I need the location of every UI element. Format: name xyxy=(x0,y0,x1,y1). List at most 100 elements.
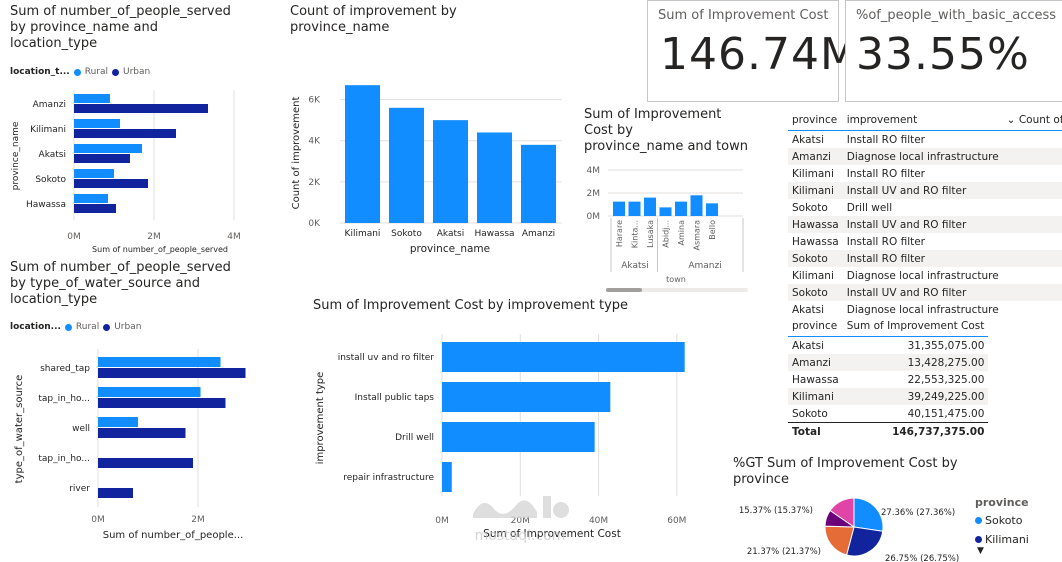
table-row[interactable]: Kilimani Install UV and RO filter xyxy=(788,182,1062,199)
legend-scroll-down-icon[interactable]: ▼ xyxy=(977,546,984,556)
bar-urban[interactable] xyxy=(98,458,193,468)
column-header-count[interactable]: ⌄ Count of Impr xyxy=(1003,110,1062,131)
legend-swatch-urban xyxy=(112,68,119,76)
cell-cost: 22,553,325.00 xyxy=(907,373,985,386)
column-header[interactable]: province xyxy=(792,114,838,126)
bar-urban[interactable] xyxy=(98,368,246,378)
table-row[interactable]: Sokoto 40,151,475.00 xyxy=(788,405,988,423)
table-row[interactable]: Akatsi Diagnose local infrastructure xyxy=(788,301,1062,316)
bar[interactable] xyxy=(690,195,703,216)
legend-item-urban[interactable]: Urban xyxy=(123,67,151,77)
bar[interactable] xyxy=(675,201,687,216)
legend-item-urban[interactable]: Urban xyxy=(114,322,142,332)
cell-count xyxy=(1002,182,1062,199)
bar-rural[interactable] xyxy=(74,169,114,178)
chart-count-by-province: 0K 2K 4K 6K Kilimani Sokoto Akatsi Hawassa Amanz… xyxy=(291,85,562,255)
table-row[interactable]: Akatsi Install RO filter xyxy=(788,131,1062,149)
table-row[interactable]: Kilimani Diagnose local infrastructure xyxy=(788,267,1062,284)
chart-cost-by-improvement-type: 0M 20M 40M 60M install uv and ro filter Insta… xyxy=(315,334,686,540)
table-row[interactable]: Amanzi Diagnose local infrastructure xyxy=(788,148,1062,165)
title-line: %GT Sum of Improvement Cost by xyxy=(733,456,958,471)
table-improvements: province improvement ⌄ Count of Impr Aka… xyxy=(788,110,1062,315)
bar-rural[interactable] xyxy=(74,194,108,203)
bar[interactable] xyxy=(521,144,556,223)
bar-urban[interactable] xyxy=(74,204,116,213)
cell-count xyxy=(1002,148,1062,165)
y-tick-label: 6K xyxy=(308,96,321,106)
column-header[interactable]: improvement xyxy=(846,114,918,126)
bar-rural[interactable] xyxy=(98,417,138,427)
legend-label: Kilimani xyxy=(985,533,1029,546)
cell-province: Kilimani xyxy=(792,167,834,180)
bar-rural[interactable] xyxy=(74,94,110,103)
cell-count xyxy=(1003,131,1062,149)
x-axis-title: province_name xyxy=(410,243,490,255)
legend-swatch-rural xyxy=(64,323,72,331)
y-tick-label: Akatsi xyxy=(39,150,66,160)
bar-urban[interactable] xyxy=(74,104,208,113)
table-row[interactable]: Hawassa 22,553,325.00 xyxy=(788,371,988,388)
cell-province: Hawassa xyxy=(792,235,839,248)
bar[interactable] xyxy=(389,107,424,223)
bar-urban[interactable] xyxy=(74,154,130,163)
bar[interactable] xyxy=(345,85,380,223)
bar[interactable] xyxy=(613,201,625,216)
bar[interactable] xyxy=(442,462,452,492)
y-tick-label: Amanzi xyxy=(33,100,66,110)
bar[interactable] xyxy=(628,201,641,216)
bar-urban[interactable] xyxy=(98,488,133,498)
pie-slice-kilimani[interactable] xyxy=(845,526,884,557)
card-label: %of_people_with_basic_access xyxy=(856,8,1057,23)
bar-rural[interactable] xyxy=(74,119,120,128)
cell-cost: 13,428,275.00 xyxy=(842,354,989,371)
table-row[interactable]: Hawassa Install RO filter xyxy=(788,233,1062,250)
pie-slice-akatsi[interactable] xyxy=(824,525,855,556)
table-row[interactable]: Sokoto Install UV and RO filter xyxy=(788,284,1062,301)
table-row[interactable]: Akatsi 31,355,075.00 xyxy=(788,337,988,355)
cell-province: Kilimani xyxy=(788,388,843,405)
bar[interactable] xyxy=(706,203,718,216)
legend-item[interactable]: Sokoto xyxy=(975,514,1029,527)
cell-count xyxy=(1003,267,1062,284)
chart-people-by-source: 0M 2Mshared_taptap_in_ho...welltap_in_ho.… xyxy=(14,349,246,541)
bar-rural[interactable] xyxy=(74,144,142,153)
table-row[interactable]: Hawassa Install UV and RO filter xyxy=(788,216,1062,233)
pie-slice-hawassa[interactable] xyxy=(829,497,855,528)
table-row[interactable]: Kilimani 39,249,225.00 xyxy=(788,388,989,405)
bar[interactable] xyxy=(477,132,512,223)
bar-urban[interactable] xyxy=(98,398,226,408)
legend-item-rural[interactable]: Rural xyxy=(75,322,100,332)
bar-urban[interactable] xyxy=(98,428,186,438)
slice-data-label: 15.37% (15.37%) xyxy=(739,506,813,516)
bar-urban[interactable] xyxy=(74,179,148,188)
bar[interactable] xyxy=(442,422,595,452)
bar[interactable] xyxy=(659,207,672,216)
cell-improvement: Diagnose local infrastructure xyxy=(842,148,1003,165)
scrollbar-thumb[interactable] xyxy=(606,288,642,292)
chart-pie-cost-share: 27.36% (27.36%) 26.75% (26.75%) 21.37% (21… xyxy=(739,497,959,562)
x-tick-label: Amanzi xyxy=(522,229,555,239)
bar-urban[interactable] xyxy=(74,129,176,138)
bar-rural[interactable] xyxy=(98,357,221,367)
x-tick-label: Bello xyxy=(708,220,717,240)
legend-item[interactable]: Kilimani xyxy=(975,533,1029,546)
table-row[interactable]: Sokoto Install RO filter xyxy=(788,250,1062,267)
chart-people-by-province: 0M 2M 4M Amanzi Kilimani Akatsi Sokoto Hawassa p… xyxy=(11,90,241,254)
bar[interactable] xyxy=(442,342,685,372)
column-header[interactable]: Sum of Improvement Cost xyxy=(846,320,985,332)
bar[interactable] xyxy=(644,197,656,216)
y-tick-label: 0M xyxy=(587,212,601,222)
legend-item-rural[interactable]: Rural xyxy=(84,67,108,77)
bar[interactable] xyxy=(442,382,611,412)
column-header[interactable]: province xyxy=(792,320,838,332)
table-row[interactable]: Kilimani Install RO filter xyxy=(788,165,1062,182)
title-line: by type_of_water_source and xyxy=(10,276,200,291)
bar-rural[interactable] xyxy=(98,387,201,397)
x-tick-label: Kinta... xyxy=(631,220,640,248)
sort-desc-icon[interactable]: ⌄ xyxy=(1006,114,1016,126)
table-row[interactable]: Amanzi 13,428,275.00 xyxy=(788,354,989,371)
bar[interactable] xyxy=(433,120,468,223)
pie-slice-sokoto[interactable] xyxy=(853,497,884,532)
y-tick-label: Install public taps xyxy=(355,393,435,403)
table-row[interactable]: Sokoto Drill well xyxy=(788,199,1062,216)
